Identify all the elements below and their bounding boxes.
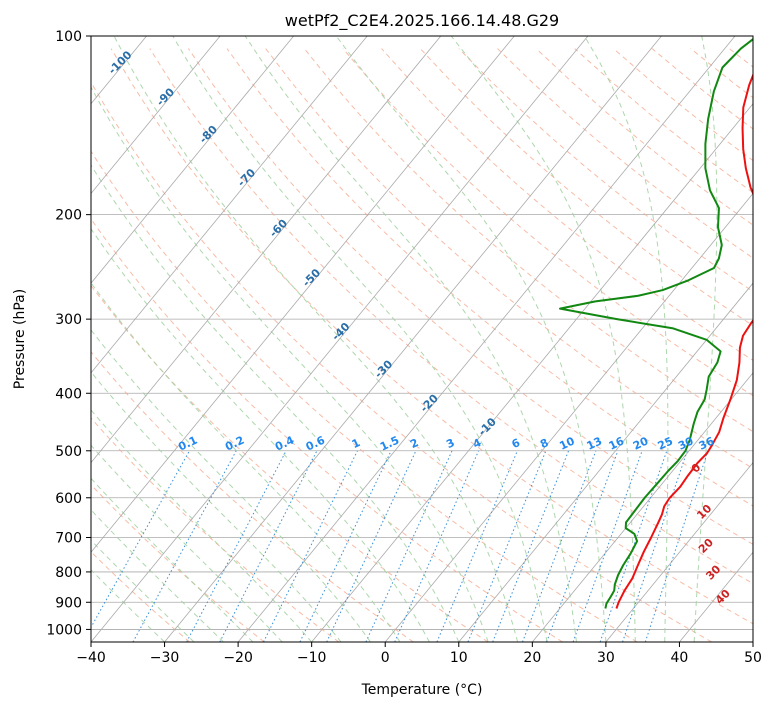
dry-adiabat: [265, 48, 753, 470]
moist-adiabat: [450, 36, 636, 642]
mixing-ratio-line: [622, 450, 688, 642]
mixing-ratio-line: [132, 450, 237, 642]
moist-adiabat: [91, 282, 401, 642]
moist-adiabat: [91, 164, 460, 642]
mixing-ratio-line: [436, 450, 518, 642]
isotherm: [164, 36, 662, 642]
mixing-ratio-label: 20: [631, 434, 651, 452]
mixing-ratio-line: [91, 450, 190, 629]
dry-adiabat: [91, 351, 414, 642]
temperature-profile-line: [615, 72, 753, 609]
moist-adiabat: [91, 329, 371, 642]
x-tick-label: −10: [297, 650, 327, 666]
dry-adiabat: [187, 48, 753, 545]
plot-grid: [91, 36, 753, 642]
isotherm: [237, 36, 736, 642]
moist-adiabat: [91, 227, 430, 642]
mixing-ratio-line: [394, 450, 480, 642]
x-tick-label: 10: [450, 650, 468, 666]
dry-adiabat: [149, 48, 753, 585]
moist-adiabat: [91, 444, 283, 642]
dewpoint-profile-line: [559, 37, 753, 609]
isotherm: [91, 36, 515, 553]
moist-adiabat: [91, 86, 489, 642]
mixing-ratio-line: [299, 450, 392, 642]
moist-adiabat: [335, 36, 607, 642]
moist-adiabat: [244, 36, 577, 642]
mixing-ratio-line: [365, 450, 453, 642]
dry-adiabat: [91, 417, 340, 642]
x-tick-label: 20: [523, 650, 541, 666]
isotherm: [384, 192, 753, 642]
x-tick-label: 40: [671, 650, 689, 666]
dry-adiabat: [381, 48, 753, 361]
y-tick-label: 400: [55, 386, 82, 402]
x-tick-label: −30: [150, 650, 180, 666]
mixing-ratio-label: 36: [697, 434, 717, 452]
mixing-ratio-label: 10: [557, 434, 577, 452]
moist-adiabat: [113, 36, 519, 642]
mixing-ratio-line: [644, 450, 709, 642]
dry-adiabat: [91, 551, 190, 642]
mixing-ratio-line: [326, 450, 417, 642]
mixing-ratio-label: 13: [585, 435, 604, 453]
moist-adiabat: [91, 371, 342, 642]
axes: −40 −30 −20 −10 0 10 20 30 40 50 100 200 300 400 500 60…: [46, 29, 762, 666]
x-tick-label: −20: [223, 650, 253, 666]
plot-data: [559, 37, 753, 609]
y-tick-label: 100: [55, 29, 82, 45]
isotherm: [91, 36, 295, 284]
y-axis-label: Pressure (hPa): [12, 289, 28, 389]
x-tick-label: 30: [597, 650, 615, 666]
moist-adiabat: [584, 36, 669, 642]
mixing-ratio-label: 25: [656, 434, 675, 452]
moist-adiabat: [91, 477, 254, 642]
x-tick-label: −40: [76, 650, 106, 666]
mixing-ratio-line: [572, 450, 643, 642]
y-tick-label: 1000: [46, 622, 82, 638]
dry-adiabat: [91, 483, 265, 642]
dry-adiabat: [91, 284, 489, 642]
mixing-ratio-label: 30: [676, 434, 696, 452]
y-tick-label: 700: [55, 531, 82, 547]
y-tick-label: 900: [55, 595, 82, 611]
dry-adiabat: [226, 48, 753, 507]
mixing-ratio-line: [467, 450, 547, 642]
y-tick-label: 300: [55, 312, 82, 328]
plot-frame: [90, 35, 754, 643]
chart-title: wetPf2_C2E4.2025.166.14.48.G29: [285, 11, 559, 31]
x-axis-label: Temperature (°C): [361, 682, 483, 698]
x-tick-label: 0: [381, 650, 390, 666]
moist-adiabat: [693, 36, 718, 642]
isotherm: [91, 36, 589, 642]
y-tick-label: 600: [55, 491, 82, 507]
dry-adiabat: [110, 48, 753, 625]
isotherm: [91, 36, 221, 195]
mixing-ratio-label: 16: [607, 434, 627, 452]
x-tick-label: 50: [744, 650, 762, 666]
isotherm: [532, 372, 753, 642]
isotherm: [311, 103, 753, 642]
dry-adiabat: [303, 48, 753, 433]
y-tick-label: 800: [55, 565, 82, 581]
isotherm: [605, 461, 753, 642]
y-tick-label: 500: [55, 444, 82, 460]
isotherm: [91, 36, 368, 374]
isotherm: [91, 36, 442, 464]
y-tick-label: 200: [55, 208, 82, 224]
